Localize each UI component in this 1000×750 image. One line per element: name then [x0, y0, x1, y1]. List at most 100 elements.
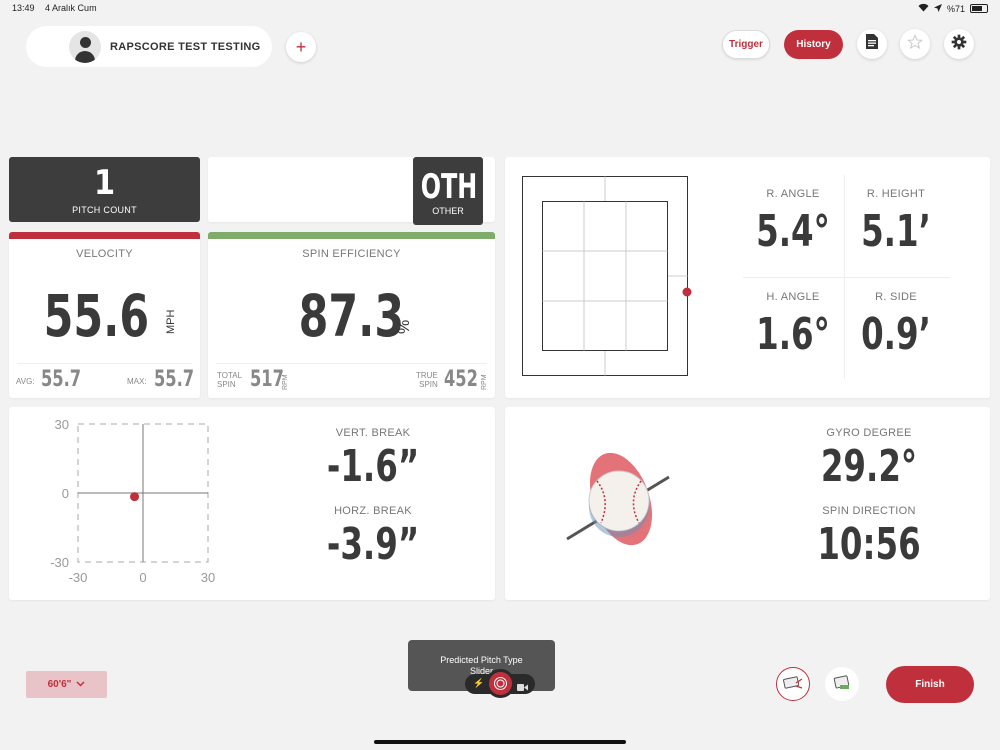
vert-break-value: -1.6”	[326, 441, 420, 492]
finish-button[interactable]: Finish	[886, 666, 974, 703]
r-angle-cell: R. ANGLE 5.4°	[743, 188, 843, 257]
release-card: R. ANGLE 5.4° R. HEIGHT 5.1’ H. ANGLE 1.…	[505, 157, 990, 398]
spin-efficiency-value: 87.3	[298, 282, 405, 350]
true-spin-value: 452	[444, 367, 478, 392]
break-card: 30 0 -30 -30 0 30 VERT. BREAK -1.6” HORZ…	[9, 407, 495, 600]
pitch-count-label: PITCH COUNT	[72, 205, 137, 215]
location-icon	[933, 3, 942, 14]
total-spin-value: 517	[250, 367, 284, 392]
r-side-cell: R. SIDE 0.9’	[846, 291, 946, 360]
velocity-card: VELOCITY 55.6 MPH AVG: 55.7 MAX: 55.7	[9, 232, 200, 398]
flash-icon: ⚡	[473, 678, 485, 688]
break-axis-mid: 0	[62, 486, 69, 501]
distance-dropdown[interactable]: 60'6"	[26, 671, 107, 698]
spin-axis-ball	[566, 452, 670, 546]
toast-value: Slider	[469, 666, 493, 676]
spin-direction-label: SPIN DIRECTION	[822, 505, 916, 517]
wifi-icon	[918, 3, 929, 14]
velocity-value: 55.6	[43, 282, 150, 350]
video-icon	[517, 679, 528, 697]
distance-value: 60'6"	[47, 679, 72, 690]
velocity-unit: MPH	[165, 309, 177, 334]
sensor-battery-icon	[831, 673, 853, 696]
home-indicator	[374, 740, 626, 744]
pitch-type-card[interactable]: OTH OTHER	[208, 157, 495, 225]
spin-efficiency-unit: %	[396, 319, 413, 334]
r-angle-label: R. ANGLE	[766, 188, 820, 200]
document-button[interactable]	[857, 29, 887, 59]
history-button[interactable]: History	[784, 30, 843, 59]
status-bar-right: %71	[918, 3, 988, 14]
battery-percent: %71	[946, 3, 965, 14]
add-button[interactable]: +	[286, 32, 316, 62]
record-button[interactable]	[486, 669, 515, 698]
toast-title: Predicted Pitch Type	[440, 655, 523, 665]
velocity-max-label: MAX:	[127, 377, 147, 386]
avatar	[69, 30, 101, 63]
break-plot: 30 0 -30 -30 0 30	[50, 417, 215, 585]
r-side-value: 0.9’	[861, 309, 931, 360]
vert-break: VERT. BREAK -1.6”	[293, 427, 453, 492]
release-point	[682, 287, 692, 297]
break-x-mid: 0	[139, 570, 146, 585]
bat-sensor-button[interactable]	[776, 667, 810, 701]
spin-efficiency-card: SPIN EFFICIENCY 87.3 % TOTAL SPIN 517 RPM…	[208, 232, 495, 398]
h-angle-value: 1.6°	[756, 309, 830, 360]
pitch-type-abbr: OTH	[420, 167, 478, 207]
document-icon	[866, 34, 878, 54]
spin-efficiency-title: SPIN EFFICIENCY	[302, 248, 401, 260]
status-bar-left: 13:49 4 Aralık Cum	[12, 3, 105, 13]
velocity-accent-bar	[9, 232, 200, 239]
sensor-device-icon	[782, 673, 804, 696]
chevron-down-icon	[76, 679, 85, 690]
break-axis-bottom: -30	[50, 555, 69, 570]
true-spin-unit: RPM	[481, 374, 488, 390]
strike-zone	[522, 176, 692, 376]
pitch-type-name: OTHER	[432, 206, 464, 216]
gyro-degree-label: GYRO DEGREE	[826, 427, 912, 439]
gyro-card: GYRO DEGREE 29.2° SPIN DIRECTION 10:56	[505, 407, 990, 600]
horz-break-label: HORZ. BREAK	[334, 505, 412, 517]
h-angle-label: H. ANGLE	[766, 291, 820, 303]
spin-accent-bar	[208, 232, 495, 239]
break-point	[130, 492, 140, 502]
status-date: 4 Aralık Cum	[45, 3, 97, 13]
true-spin-label: TRUE SPIN	[416, 371, 438, 389]
velocity-title: VELOCITY	[76, 248, 133, 260]
r-height-cell: R. HEIGHT 5.1’	[846, 188, 946, 257]
break-axis-top: 30	[55, 417, 69, 432]
break-x-left: -30	[69, 570, 88, 585]
settings-button[interactable]	[944, 29, 974, 59]
pitch-count-value: 1	[93, 163, 116, 203]
total-spin-label: TOTAL SPIN	[217, 371, 243, 389]
trigger-button[interactable]: Trigger	[722, 30, 770, 59]
spin-direction-value: 10:56	[817, 519, 921, 570]
horz-break-value: -3.9”	[326, 519, 420, 570]
user-profile-pill[interactable]: RAPSCORE TEST TESTING	[26, 26, 272, 67]
r-angle-value: 5.4°	[756, 206, 830, 257]
velocity-avg-label: AVG:	[16, 377, 35, 386]
r-height-label: R. HEIGHT	[866, 188, 926, 200]
break-x-right: 30	[201, 570, 215, 585]
star-icon	[906, 33, 924, 55]
ball-sensor-button[interactable]	[825, 667, 859, 701]
h-angle-cell: H. ANGLE 1.6°	[743, 291, 843, 360]
battery-icon	[970, 4, 988, 13]
total-spin-unit: RPM	[282, 374, 289, 390]
vert-break-label: VERT. BREAK	[335, 427, 411, 439]
user-name: RAPSCORE TEST TESTING	[110, 40, 261, 53]
status-time: 13:49	[12, 3, 35, 13]
record-icon	[494, 677, 507, 690]
velocity-avg-value: 55.7	[41, 367, 82, 392]
spin-direction: SPIN DIRECTION 10:56	[789, 505, 949, 570]
gear-icon	[951, 34, 967, 55]
pitch-type-badge: OTH OTHER	[413, 157, 483, 225]
r-side-label: R. SIDE	[875, 291, 917, 303]
pitch-count-card: 1 PITCH COUNT	[9, 157, 200, 222]
gyro-degree: GYRO DEGREE 29.2°	[789, 427, 949, 492]
gyro-degree-value: 29.2°	[820, 441, 918, 492]
horz-break: HORZ. BREAK -3.9”	[293, 505, 453, 570]
favorite-button[interactable]	[900, 29, 930, 59]
r-height-value: 5.1’	[861, 206, 931, 257]
velocity-max-value: 55.7	[154, 367, 195, 392]
